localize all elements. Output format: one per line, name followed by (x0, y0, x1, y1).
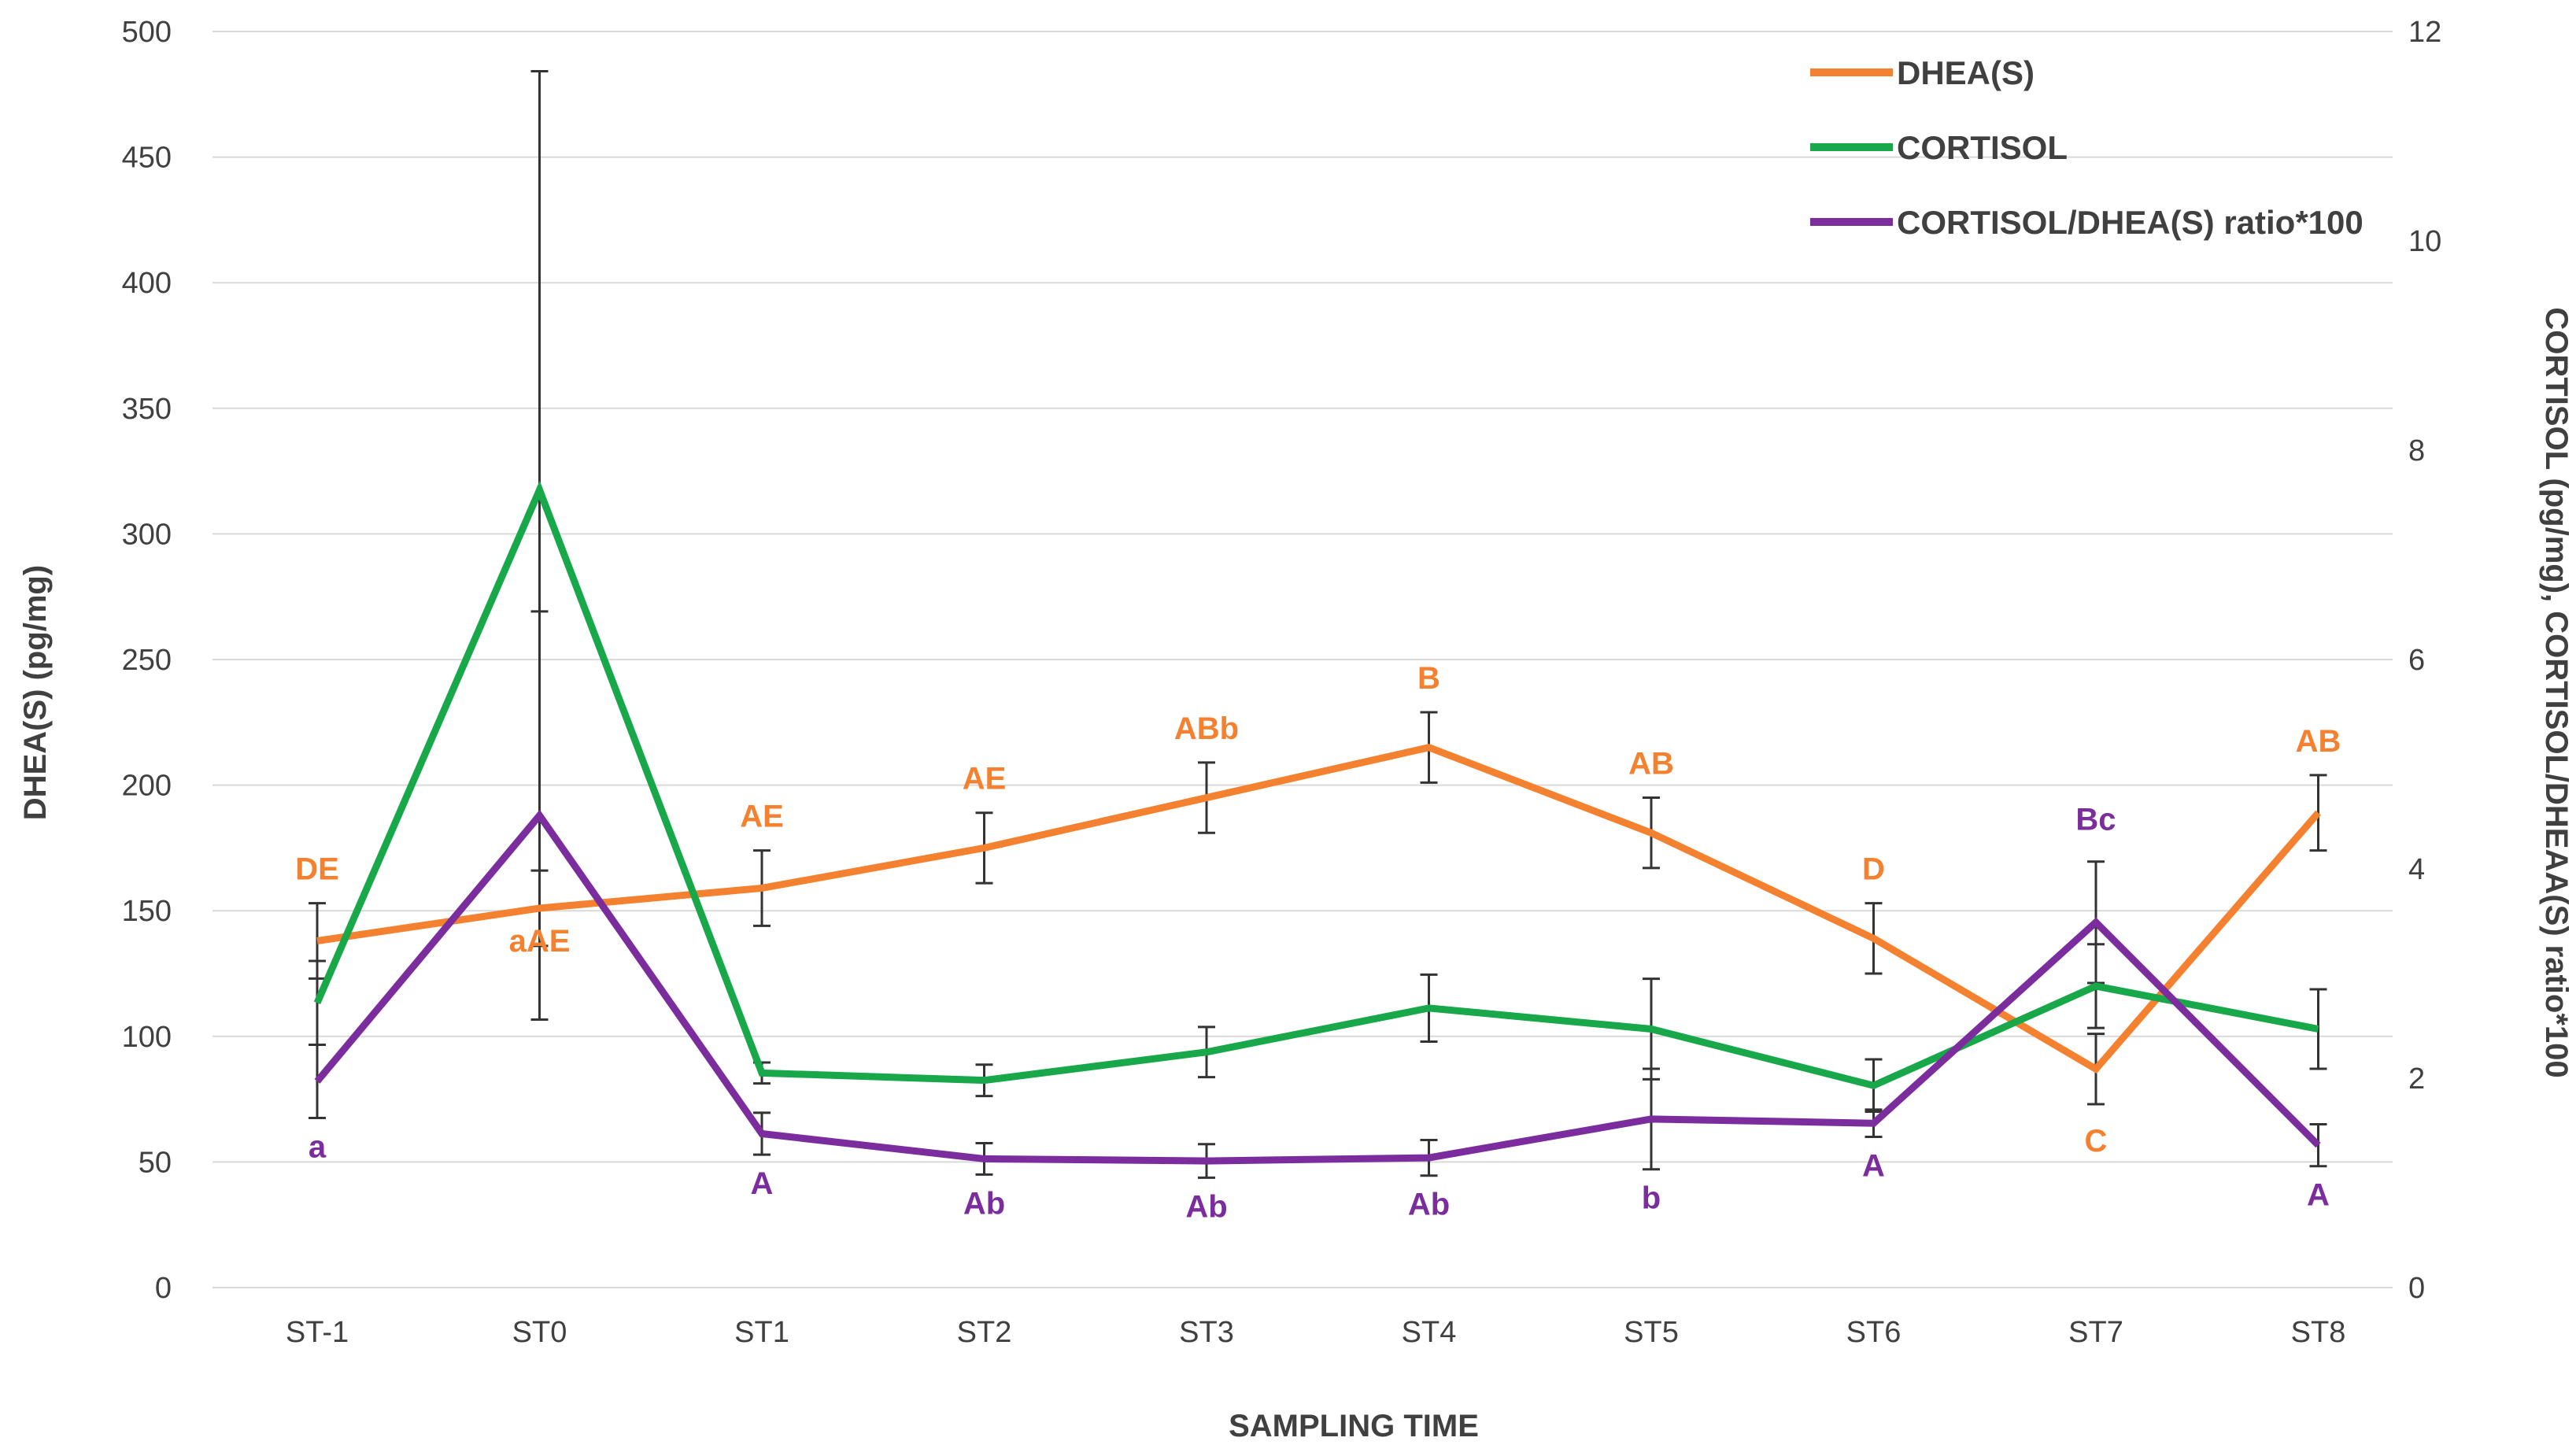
significance-label: aAE (509, 924, 571, 959)
significance-label: ABb (1174, 711, 1239, 746)
significance-label: A (751, 1166, 774, 1201)
significance-label: C (2085, 1124, 2108, 1159)
y-right-tick-label: 10 (2408, 225, 2441, 258)
y-right-tick-label: 2 (2408, 1062, 2425, 1096)
y-axis-right-ticks: 0 2 4 6 8 10 12 (2408, 16, 2441, 1305)
y-left-tick-label: 100 (122, 1021, 172, 1054)
significance-label: Ab (963, 1186, 1005, 1221)
significance-label: Bc (2075, 803, 2116, 837)
series-lines (313, 480, 2321, 1165)
x-tick-label: ST1 (734, 1316, 789, 1349)
y-left-tick-label: 200 (122, 770, 172, 803)
significance-label: AB (2296, 724, 2341, 759)
x-axis-ticks: ST-1 ST0 ST1 ST2 ST3 ST4 ST5 ST6 ST7 ST8 (286, 1316, 2345, 1349)
significance-label: A (2307, 1178, 2330, 1213)
x-axis-title: SAMPLING TIME (1229, 1409, 1479, 1443)
series-line-cortisol-dhea-s-ratio-100 (314, 809, 2321, 1165)
x-tick-label: ST3 (1179, 1316, 1234, 1349)
y-left-tick-label: 50 (139, 1146, 172, 1179)
significance-label: AE (740, 800, 784, 834)
y-right-tick-label: 4 (2408, 853, 2425, 886)
significance-label: B (1417, 661, 1440, 696)
legend: DHEA(S) CORTISOL CORTISOL/DHEA(S) ratio*10… (1810, 54, 2363, 241)
legend-label: CORTISOL/DHEA(S) ratio*100 (1897, 204, 2363, 241)
x-tick-label: ST7 (2068, 1316, 2123, 1349)
significance-label: AB (1628, 747, 1674, 782)
significance-label: a (309, 1130, 327, 1165)
significance-label: D (1862, 852, 1885, 887)
x-tick-label: ST4 (1402, 1316, 1457, 1349)
x-tick-label: ST5 (1624, 1316, 1679, 1349)
x-tick-label: ST0 (512, 1316, 567, 1349)
y-left-tick-label: 400 (122, 267, 172, 300)
y-axis-right-title: CORTISOL (pg/mg), CORTISOL/DHEAA(S) rati… (2539, 307, 2574, 1077)
y-axis-left-title: DHEA(S) (pg/mg) (18, 565, 53, 820)
legend-label: CORTISOL (1897, 129, 2068, 166)
y-left-tick-label: 300 (122, 518, 172, 551)
series-line-dhea-s (316, 744, 2321, 1074)
legend-label: DHEA(S) (1897, 54, 2035, 91)
y-right-tick-label: 6 (2408, 644, 2425, 677)
y-right-tick-label: 0 (2408, 1272, 2425, 1305)
significance-labels: DE aAE AE AE ABb B AB D C AB a A Ab Ab Ab b A Bc A (295, 661, 2341, 1224)
y-axis-left-ticks: 0 50 100 150 200 250 300 350 400 450 500 (122, 16, 172, 1305)
significance-label: DE (295, 852, 339, 887)
y-right-tick-label: 8 (2408, 434, 2425, 467)
significance-label: AE (963, 762, 1007, 796)
y-left-tick-label: 0 (155, 1272, 172, 1305)
significance-label: Ab (1185, 1189, 1227, 1224)
y-left-tick-label: 450 (122, 142, 172, 175)
x-tick-label: ST8 (2291, 1316, 2346, 1349)
significance-label: A (1862, 1148, 1885, 1183)
x-tick-label: ST-1 (286, 1316, 349, 1349)
significance-label: Ab (1408, 1188, 1450, 1222)
significance-label: b (1642, 1181, 1661, 1216)
y-right-tick-label: 12 (2408, 16, 2441, 49)
y-left-tick-label: 250 (122, 644, 172, 677)
series-line-cortisol (313, 480, 2319, 1090)
y-left-tick-label: 150 (122, 895, 172, 928)
x-tick-label: ST2 (957, 1316, 1012, 1349)
y-left-tick-label: 500 (122, 16, 172, 49)
x-tick-label: ST6 (1846, 1316, 1902, 1349)
y-left-tick-label: 350 (122, 393, 172, 426)
